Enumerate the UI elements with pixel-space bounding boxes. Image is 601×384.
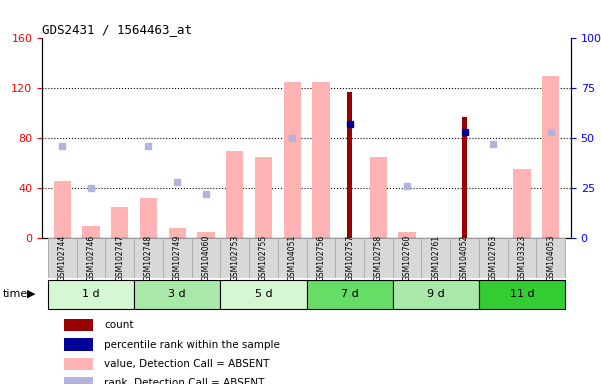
Text: GSM102753: GSM102753	[230, 235, 239, 281]
Bar	[392, 280, 479, 310]
Text: GDS2431 / 1564463_at: GDS2431 / 1564463_at	[42, 23, 192, 36]
Bar	[64, 338, 94, 351]
Bar	[307, 280, 392, 310]
Text: GSM102761: GSM102761	[432, 235, 441, 281]
Text: GSM102758: GSM102758	[374, 235, 383, 281]
Bar	[479, 280, 565, 310]
Bar	[542, 76, 560, 238]
Text: GSM102747: GSM102747	[115, 235, 124, 281]
Text: time: time	[3, 289, 28, 299]
Text: GSM103323: GSM103323	[517, 235, 526, 281]
Text: GSM102755: GSM102755	[259, 235, 268, 281]
Text: GSM102760: GSM102760	[403, 235, 412, 281]
Bar	[221, 280, 307, 310]
Bar	[48, 238, 76, 278]
Bar	[284, 82, 300, 238]
Bar	[134, 280, 221, 310]
Text: rank, Detection Call = ABSENT: rank, Detection Call = ABSENT	[105, 378, 264, 384]
Bar	[140, 198, 157, 238]
Bar	[421, 238, 450, 278]
Text: GSM102757: GSM102757	[345, 235, 354, 281]
Bar	[335, 238, 364, 278]
Text: 9 d: 9 d	[427, 289, 445, 299]
Bar	[479, 238, 508, 278]
Bar	[221, 238, 249, 278]
Bar	[226, 151, 243, 238]
Bar	[197, 232, 215, 238]
Bar	[64, 358, 94, 370]
Bar	[134, 238, 163, 278]
Text: percentile rank within the sample: percentile rank within the sample	[105, 339, 280, 349]
Bar	[168, 228, 186, 238]
Bar	[370, 157, 387, 238]
Bar	[249, 238, 278, 278]
Bar	[347, 92, 352, 238]
Text: 5 d: 5 d	[255, 289, 272, 299]
Text: GSM104053: GSM104053	[546, 235, 555, 281]
Bar	[537, 238, 565, 278]
Text: GSM102749: GSM102749	[172, 235, 182, 281]
Text: ▶: ▶	[27, 289, 35, 299]
Text: GSM104052: GSM104052	[460, 235, 469, 281]
Bar	[278, 238, 307, 278]
Bar	[76, 238, 105, 278]
Bar	[53, 180, 71, 238]
Bar	[462, 117, 467, 238]
Bar	[64, 377, 94, 384]
Bar	[307, 238, 335, 278]
Bar	[392, 238, 421, 278]
Text: count: count	[105, 320, 134, 330]
Bar	[255, 157, 272, 238]
Text: 1 d: 1 d	[82, 289, 100, 299]
Bar	[64, 319, 94, 331]
Bar	[450, 238, 479, 278]
Text: GSM102763: GSM102763	[489, 235, 498, 281]
Text: value, Detection Call = ABSENT: value, Detection Call = ABSENT	[105, 359, 270, 369]
Text: GSM104060: GSM104060	[201, 235, 210, 281]
Text: GSM102746: GSM102746	[87, 235, 96, 281]
Text: GSM102744: GSM102744	[58, 235, 67, 281]
Text: GSM102756: GSM102756	[316, 235, 325, 281]
Bar	[105, 238, 134, 278]
Text: 7 d: 7 d	[341, 289, 359, 299]
Text: 3 d: 3 d	[168, 289, 186, 299]
Bar	[398, 232, 416, 238]
Bar	[192, 238, 221, 278]
Bar	[364, 238, 392, 278]
Text: 11 d: 11 d	[510, 289, 534, 299]
Bar	[513, 169, 531, 238]
Bar	[508, 238, 537, 278]
Bar	[82, 226, 100, 238]
Bar	[48, 280, 134, 310]
Bar	[163, 238, 192, 278]
Bar	[111, 207, 128, 238]
Text: GSM104051: GSM104051	[288, 235, 297, 281]
Bar	[313, 82, 329, 238]
Text: GSM102748: GSM102748	[144, 235, 153, 281]
